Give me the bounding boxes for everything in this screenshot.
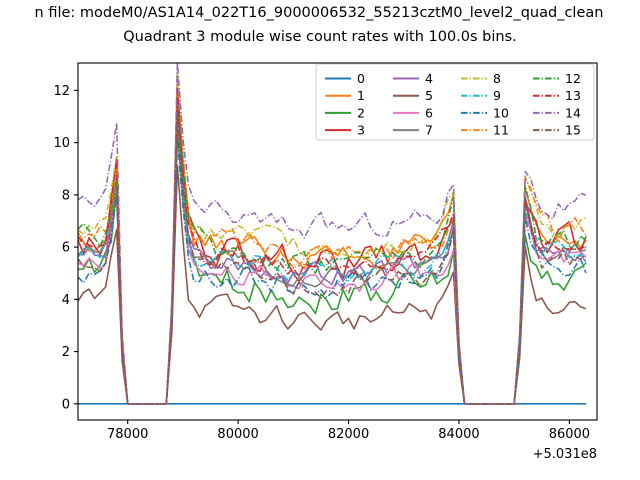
legend-item: 3 — [325, 123, 365, 138]
data-series-13 — [77, 88, 587, 405]
legend-label-10: 10 — [493, 105, 509, 120]
legend-item: 1 — [325, 88, 365, 103]
legend-item: 14 — [533, 105, 581, 120]
legend-item: 11 — [461, 123, 509, 138]
legend-item: 6 — [393, 105, 433, 120]
ytick-label: 12 — [53, 84, 70, 99]
xtick-label: 86000 — [549, 427, 590, 442]
legend-box — [315, 63, 595, 141]
legend-item: 10 — [461, 105, 509, 120]
legend-label-4: 4 — [425, 71, 433, 86]
legend: 0 4 8 121 5 9 132 6 10 143 7 11 15 — [315, 63, 595, 141]
data-series-4 — [77, 107, 587, 405]
legend-item: 0 — [325, 71, 365, 86]
legend-item: 15 — [533, 123, 581, 138]
data-series-15 — [77, 112, 587, 405]
legend-item: 5 — [393, 88, 433, 103]
legend-item: 2 — [325, 105, 365, 120]
legend-label-3: 3 — [357, 123, 365, 138]
legend-label-8: 8 — [493, 71, 501, 86]
xtick-label: 84000 — [438, 427, 479, 442]
ytick-label: 6 — [62, 241, 70, 256]
xtick-label: 80000 — [217, 427, 258, 442]
legend-label-6: 6 — [425, 105, 433, 120]
plot-area — [77, 61, 587, 405]
ytick-label: 8 — [62, 188, 70, 203]
legend-label-11: 11 — [493, 123, 509, 138]
legend-item: 8 — [461, 71, 501, 86]
axes-frame — [77, 62, 598, 421]
legend-label-2: 2 — [357, 105, 365, 120]
xtick-label: 82000 — [328, 427, 369, 442]
ytick-label: 10 — [53, 136, 70, 151]
legend-label-7: 7 — [425, 123, 433, 138]
ytick-label: 2 — [62, 345, 70, 360]
xtick-label: 78000 — [107, 427, 148, 442]
ytick-label: 0 — [62, 397, 70, 412]
legend-label-9: 9 — [493, 88, 501, 103]
figure-suptitle: n file: modeM0/AS1A14_022T16_9000006532_… — [0, 5, 640, 21]
legend-label-15: 15 — [565, 123, 581, 138]
suptitle-text: n file: modeM0/AS1A14_022T16_9000006532_… — [34, 5, 604, 21]
data-series-10 — [77, 138, 587, 405]
data-series-2 — [77, 128, 587, 405]
legend-item: 7 — [393, 123, 433, 138]
ytick-label: 4 — [62, 293, 70, 308]
legend-item: 13 — [533, 88, 581, 103]
legend-item: 4 — [393, 71, 433, 86]
legend-label-0: 0 — [357, 71, 365, 86]
legend-item: 9 — [461, 88, 501, 103]
legend-label-1: 1 — [357, 88, 365, 103]
legend-item: 12 — [533, 71, 581, 86]
x-axis-offset-text: +5.031e8 — [533, 447, 597, 462]
axes-title: Quadrant 3 module wise count rates with … — [123, 29, 517, 45]
legend-label-12: 12 — [565, 71, 581, 86]
legend-label-13: 13 — [565, 88, 581, 103]
data-series-12 — [77, 103, 587, 405]
legend-label-14: 14 — [565, 105, 581, 120]
legend-label-5: 5 — [425, 88, 433, 103]
